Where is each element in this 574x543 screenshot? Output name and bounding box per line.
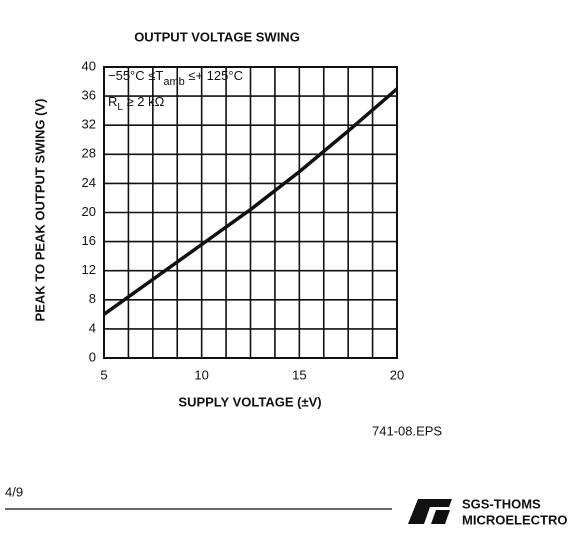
y-tick-label: 32 <box>82 117 96 132</box>
x-axis-label: SUPPLY VOLTAGE (±V) <box>178 394 321 409</box>
logo-mark <box>408 499 452 524</box>
y-tick-label: 12 <box>82 262 96 277</box>
annotation: RL ≥ 2 kΩ <box>108 94 165 112</box>
x-tick-label: 5 <box>100 367 107 382</box>
y-tick-label: 40 <box>82 58 96 73</box>
logo-subtitle: MICROELECTRO <box>462 512 567 527</box>
line <box>102 87 399 316</box>
page-number: 4/9 <box>5 484 23 499</box>
plot-frame <box>103 66 398 359</box>
figure-id: 741-08.EPS <box>372 423 442 438</box>
chart-title: OUTPUT VOLTAGE SWING <box>134 29 300 44</box>
y-tick-label: 16 <box>82 233 96 248</box>
y-axis-label: PEAK TO PEAK OUTPUT SWING (V) <box>32 99 47 322</box>
logo-name: SGS-THOMS <box>462 496 541 511</box>
x-tick-label: 15 <box>292 367 306 382</box>
y-tick-label: 24 <box>82 175 96 190</box>
annotation: −55°C ≤Tamb ≤+ 125°C <box>108 68 243 87</box>
y-tick-label: 36 <box>82 88 96 103</box>
y-tick-label: 20 <box>82 204 96 219</box>
y-tick-label: 0 <box>89 349 96 364</box>
y-tick-label: 28 <box>82 146 96 161</box>
y-tick-label: 4 <box>89 320 96 335</box>
x-tick-label: 10 <box>194 367 208 382</box>
y-tick-label: 8 <box>89 291 96 306</box>
x-tick-label: 20 <box>390 367 404 382</box>
